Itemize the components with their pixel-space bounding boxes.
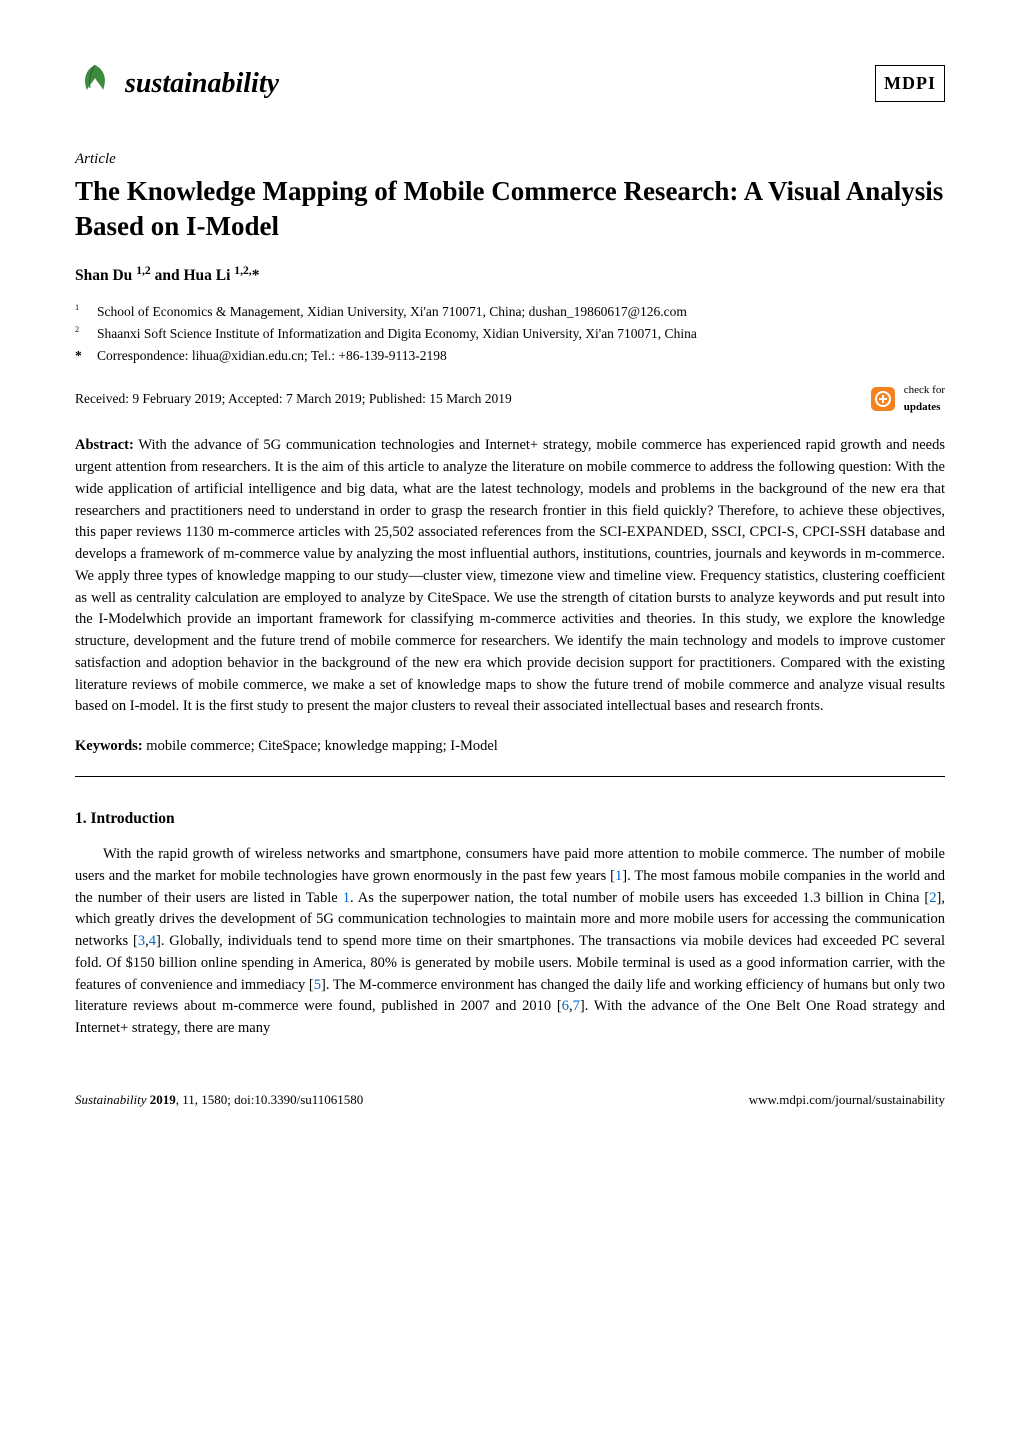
abstract-label: Abstract: — [75, 437, 134, 453]
cite-link-1[interactable]: 1 — [615, 868, 622, 884]
cite-link-7[interactable]: 7 — [573, 998, 580, 1014]
affiliation-2: 2 Shaanxi Soft Science Institute of Info… — [97, 324, 945, 344]
page-header: sustainability MDPI — [75, 60, 945, 108]
keywords-label: Keywords: — [75, 738, 143, 754]
footer-doi: , 11, 1580; doi:10.3390/su11061580 — [176, 1092, 364, 1107]
affiliation-num: 2 — [75, 325, 79, 334]
section-1-heading: 1. Introduction — [75, 807, 945, 830]
cite-link-6[interactable]: 6 — [562, 998, 569, 1014]
journal-logo: sustainability — [75, 60, 279, 108]
cite-link-2[interactable]: 2 — [929, 890, 936, 906]
publisher-name: MDPI — [884, 73, 936, 93]
footer-right: www.mdpi.com/journal/sustainability — [749, 1090, 945, 1110]
abstract-text: With the advance of 5G communication tec… — [75, 437, 945, 714]
affiliations-block: 1 School of Economics & Management, Xidi… — [97, 302, 945, 367]
footer-year: 2019 — [150, 1092, 176, 1107]
cite-link-5[interactable]: 5 — [314, 977, 321, 993]
keywords-text: mobile commerce; CiteSpace; knowledge ma… — [146, 738, 498, 754]
affiliation-1: 1 School of Economics & Management, Xidi… — [97, 302, 945, 322]
leaf-icon — [75, 60, 115, 108]
abstract-block: Abstract: With the advance of 5G communi… — [75, 435, 945, 718]
received-row: Received: 9 February 2019; Accepted: 7 M… — [75, 382, 945, 415]
publisher-logo: MDPI — [875, 65, 945, 102]
correspondence-star: * — [75, 346, 97, 366]
table-link-1[interactable]: 1 — [343, 890, 350, 906]
check-updates-icon — [868, 384, 898, 414]
page-footer: Sustainability 2019, 11, 1580; doi:10.33… — [75, 1090, 945, 1110]
journal-name: sustainability — [125, 63, 279, 105]
correspondence-text: Correspondence: lihua@xidian.edu.cn; Tel… — [97, 346, 447, 366]
footer-journal: Sustainability — [75, 1092, 150, 1107]
intro-paragraph: With the rapid growth of wireless networ… — [75, 844, 945, 1040]
article-type: Article — [75, 148, 945, 171]
article-title: The Knowledge Mapping of Mobile Commerce… — [75, 174, 945, 244]
footer-left: Sustainability 2019, 11, 1580; doi:10.33… — [75, 1090, 363, 1110]
affiliation-num: 1 — [75, 303, 79, 312]
dates-line: Received: 9 February 2019; Accepted: 7 M… — [75, 389, 512, 409]
cite-link-3[interactable]: 3 — [138, 933, 145, 949]
correspondence-line: * Correspondence: lihua@xidian.edu.cn; T… — [97, 346, 945, 366]
author-line: Shan Du 1,2 and Hua Li 1,2,* — [75, 262, 945, 287]
check-updates-label: check forupdates — [904, 382, 945, 415]
affiliation-text: Shaanxi Soft Science Institute of Inform… — [97, 324, 697, 344]
keywords-block: Keywords: mobile commerce; CiteSpace; kn… — [75, 736, 945, 777]
check-for-updates-button[interactable]: check forupdates — [868, 382, 945, 415]
affiliation-text: School of Economics & Management, Xidian… — [97, 302, 687, 322]
cite-link-4[interactable]: 4 — [149, 933, 156, 949]
